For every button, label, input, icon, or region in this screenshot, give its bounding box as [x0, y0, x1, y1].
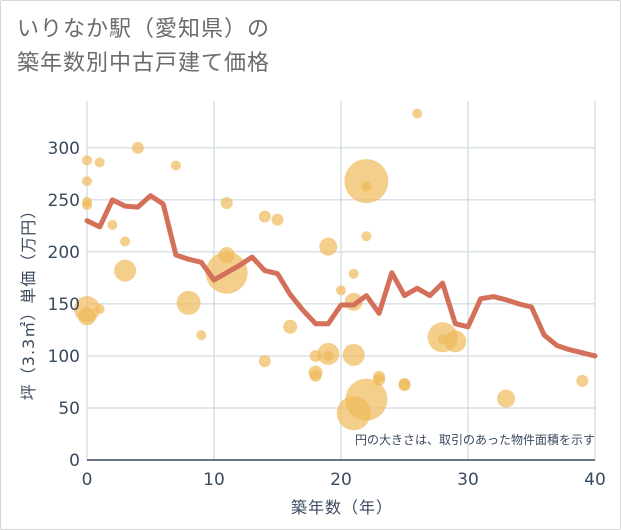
bubble-point: [82, 155, 92, 166]
bubble-point: [131, 141, 144, 154]
y-axis-ticks: 0 50 100 150 200 250 300: [48, 139, 80, 471]
chart-title: いりなか駅（愛知県）の 築年数別中古戸建て価格: [17, 13, 270, 81]
x-tick-label: 30: [457, 470, 479, 490]
bubble-point: [271, 213, 284, 226]
bubble-point: [94, 157, 105, 168]
y-tick-label: 250: [48, 191, 80, 211]
price-trend-line: [84, 193, 598, 359]
x-tick-label: 20: [330, 470, 352, 490]
y-axis-title: 坪（3.3㎡）単価（万円）: [19, 202, 38, 400]
bubble-point: [82, 176, 92, 187]
y-tick-label: 150: [48, 295, 80, 315]
bubble-point: [258, 355, 271, 368]
bubble-point: [361, 181, 372, 192]
bubble-point: [309, 369, 322, 382]
bubble-point: [345, 378, 388, 421]
bubble-point: [114, 259, 137, 282]
y-tick-label: 200: [48, 243, 80, 263]
bubble-point: [342, 343, 365, 366]
x-axis-ticks: 0 10 20 30 40: [82, 470, 606, 490]
bubble-point: [120, 236, 131, 247]
y-tick-label: 100: [48, 347, 80, 367]
y-tick-label: 300: [48, 139, 80, 159]
bubble-point: [398, 379, 411, 392]
bubble-point: [283, 319, 298, 334]
chart-title-line-2: 築年数別中古戸建て価格: [17, 51, 271, 76]
bubble-point: [348, 268, 359, 279]
y-tick-label: 0: [69, 451, 80, 471]
bubble-layer: [74, 108, 589, 431]
bubble-point: [319, 237, 338, 256]
bubble-point: [258, 210, 271, 223]
bubble-point: [94, 304, 105, 315]
bubble-point: [176, 290, 201, 315]
bubble-point: [361, 231, 372, 242]
y-tick-label: 50: [58, 399, 80, 419]
bubble-size-note: 円の大きさは、取引のあった物件面積を示す: [355, 432, 595, 447]
bubble-point: [336, 285, 346, 296]
bubble-point: [344, 159, 389, 204]
bubble-point: [323, 350, 334, 361]
x-tick-label: 40: [584, 470, 606, 490]
bubble-point: [107, 219, 118, 230]
x-tick-label: 0: [82, 470, 93, 490]
chart-title-line-1: いりなか駅（愛知県）の: [17, 17, 271, 42]
bubble-point: [82, 200, 92, 211]
bubble-point: [78, 307, 96, 326]
x-tick-label: 10: [203, 470, 225, 490]
bubble-point: [497, 389, 516, 408]
x-axis-title: 築年数（年）: [291, 498, 393, 517]
bubble-point: [412, 108, 423, 119]
bubble-point: [220, 196, 233, 209]
bubble-point: [576, 374, 589, 387]
bubble-point: [196, 330, 207, 341]
bubble-point: [170, 160, 181, 171]
bubble-point: [373, 373, 386, 386]
bubble-point: [444, 330, 467, 353]
